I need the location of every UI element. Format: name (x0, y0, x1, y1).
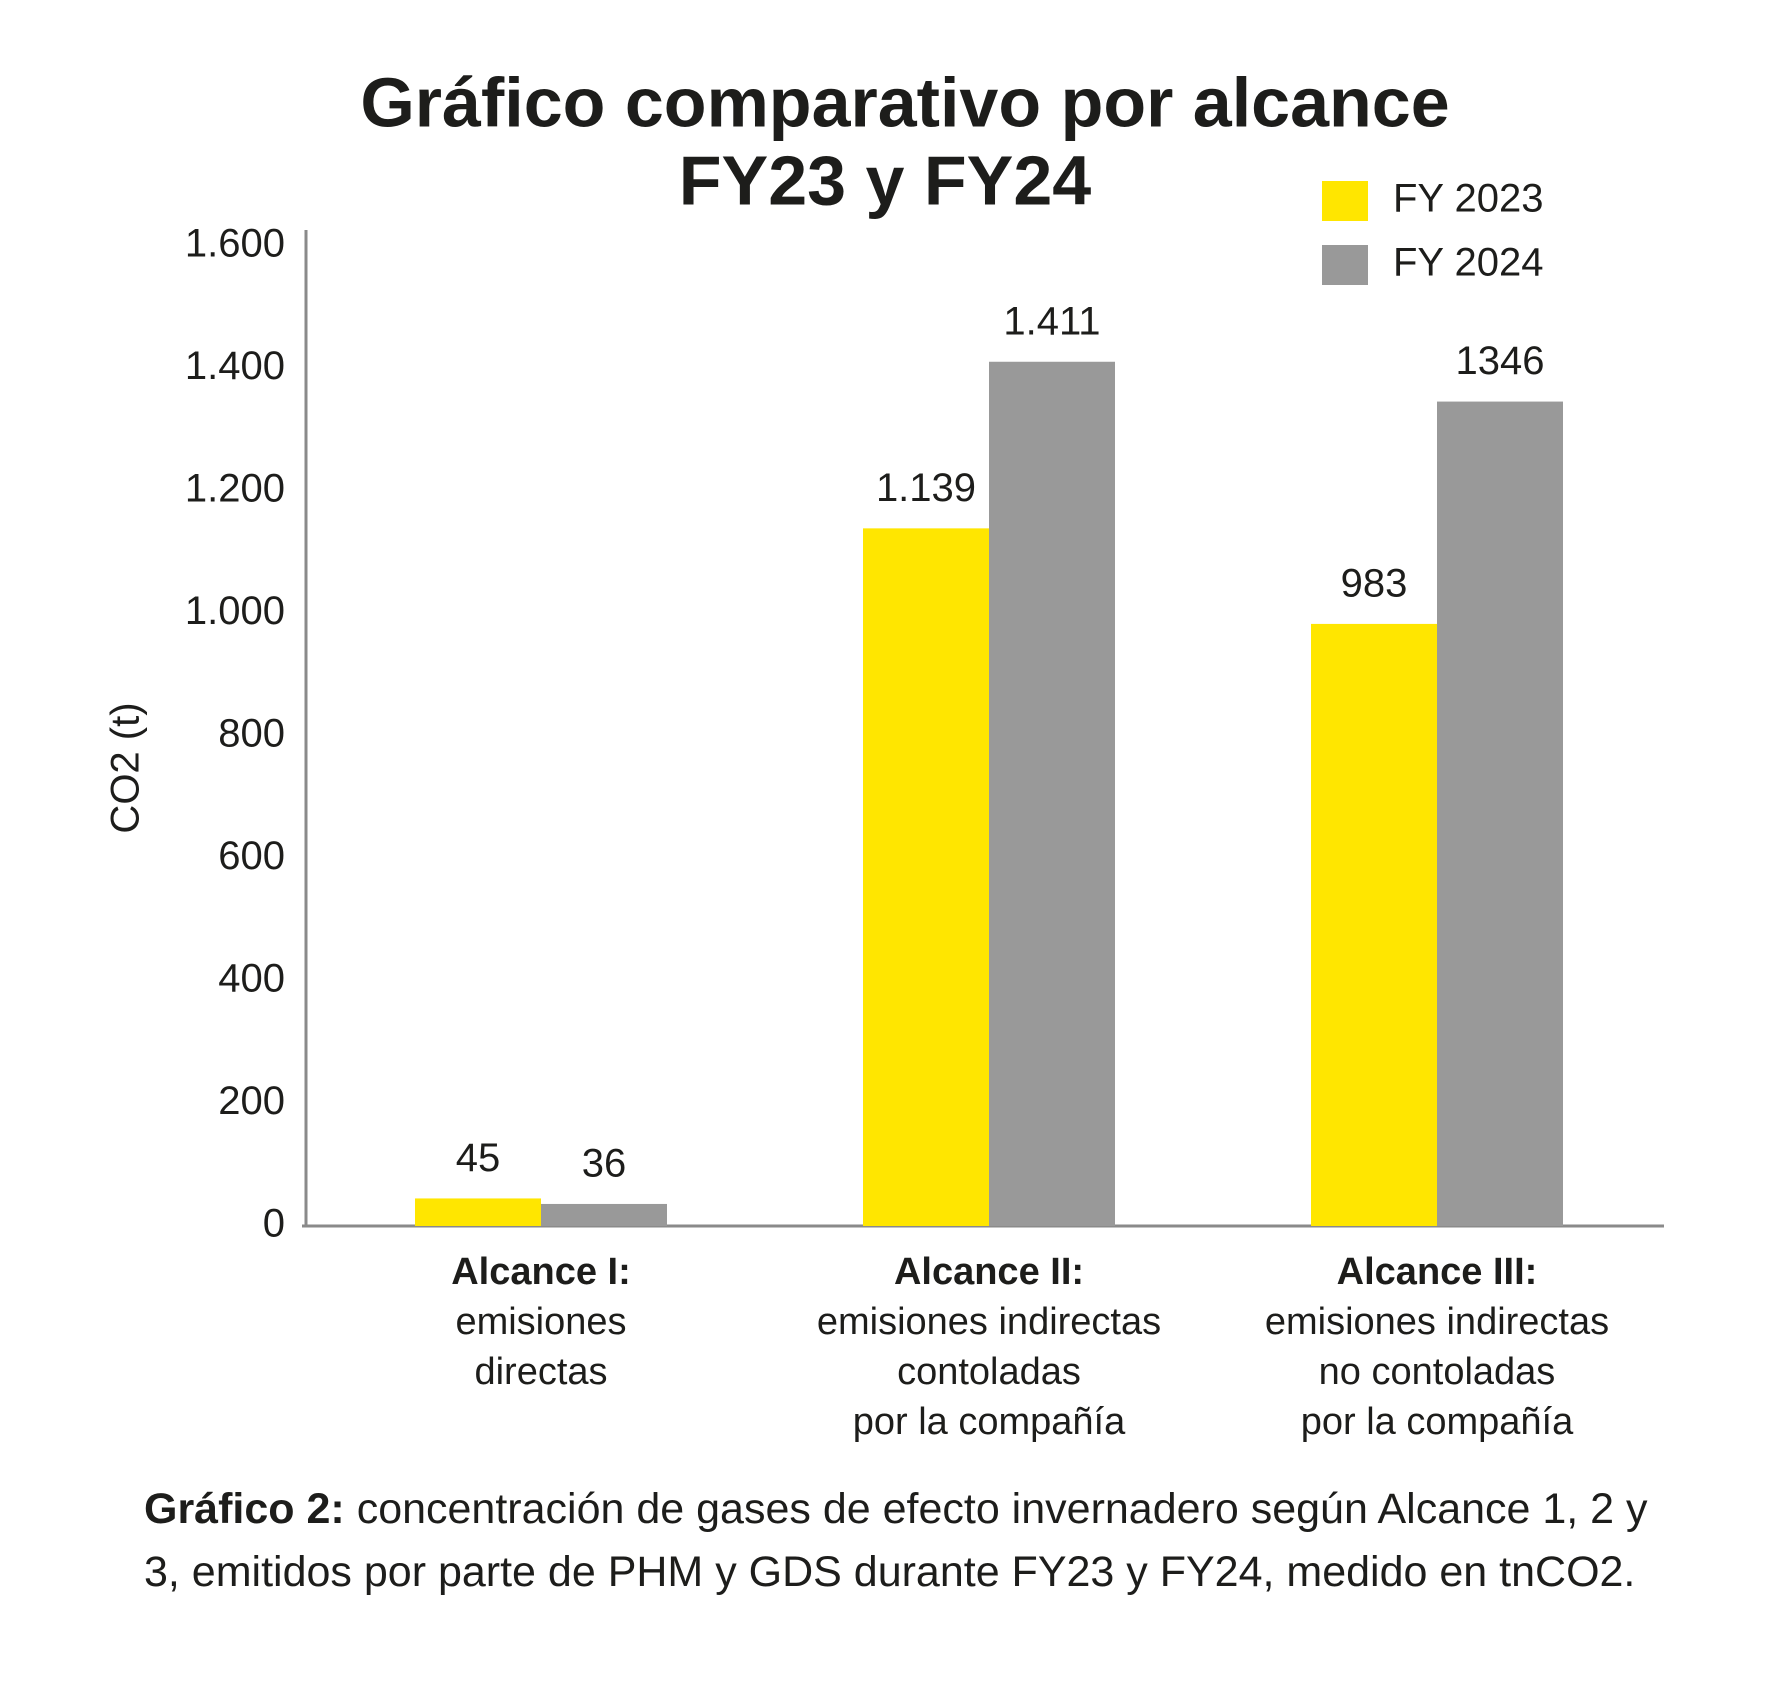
x-tick-label: emisiones (455, 1301, 626, 1343)
y-tick-label: 600 (218, 834, 285, 878)
legend-label: FY 2024 (1393, 241, 1544, 285)
x-tick-label: contoladas (897, 1351, 1081, 1393)
caption: Gráfico 2: concentración de gases de efe… (144, 1478, 1664, 1604)
x-tick-label: por la compañía (1301, 1401, 1574, 1443)
y-tick-label: 400 (218, 957, 285, 1001)
legend-swatch (1322, 181, 1368, 221)
value-label: 983 (1341, 561, 1408, 605)
chart-title: Gráfico comparativo por alcance (360, 63, 1449, 141)
x-tick-label: no contoladas (1319, 1351, 1556, 1393)
x-tick-label: Alcance II: (894, 1251, 1084, 1293)
chart-title: FY23 y FY24 (679, 141, 1092, 219)
y-tick-label: 200 (218, 1079, 285, 1123)
legend-swatch (1322, 245, 1368, 285)
x-tick-label: Alcance III: (1337, 1251, 1538, 1293)
x-tick-label: emisiones indirectas (1265, 1301, 1609, 1343)
bar (415, 1198, 541, 1226)
y-tick-label: 1.400 (185, 344, 285, 388)
x-tick-label: Alcance I: (451, 1251, 631, 1293)
value-label: 1346 (1456, 339, 1545, 383)
y-tick-label: 1.200 (185, 467, 285, 511)
legend-label: FY 2023 (1393, 177, 1544, 221)
y-axis-label: CO2 (t) (104, 702, 148, 833)
x-tick-label: emisiones indirectas (817, 1301, 1161, 1343)
x-tick-label: por la compañía (853, 1401, 1126, 1443)
caption-label: Gráfico 2: (144, 1485, 345, 1533)
value-label: 36 (582, 1142, 627, 1186)
bar (1437, 401, 1563, 1226)
y-tick-label: 800 (218, 712, 285, 756)
value-label: 1.139 (876, 466, 976, 510)
value-label: 45 (456, 1136, 501, 1180)
bar (541, 1203, 667, 1226)
bar (1311, 623, 1437, 1226)
x-tick-label: directas (474, 1351, 607, 1393)
y-tick-label: 1.600 (185, 222, 285, 266)
bar (989, 361, 1115, 1226)
caption-text: concentración de gases de efecto inverna… (144, 1485, 1648, 1596)
y-tick-label: 1.000 (185, 589, 285, 633)
value-label: 1.411 (1003, 299, 1100, 343)
y-tick-label: 0 (263, 1202, 285, 1246)
bar (863, 528, 989, 1226)
